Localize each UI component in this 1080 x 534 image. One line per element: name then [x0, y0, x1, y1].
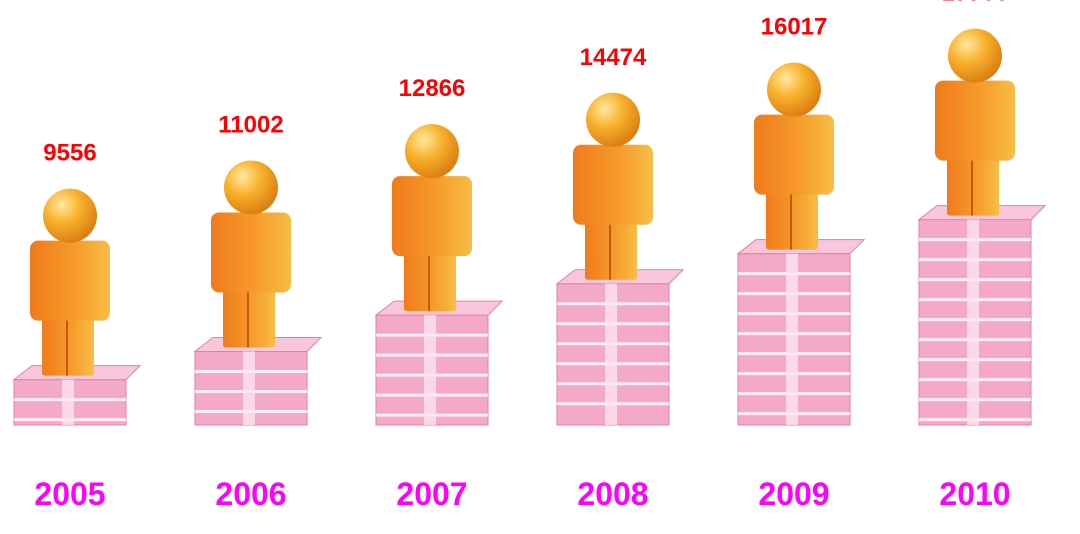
value-label: 16017	[761, 14, 828, 41]
person-body	[392, 176, 472, 257]
person	[935, 28, 1015, 216]
person-head	[405, 124, 459, 179]
person-body	[754, 114, 834, 195]
person	[30, 188, 110, 376]
category-label: 2007	[396, 476, 467, 512]
bill-band	[243, 351, 255, 425]
person	[211, 160, 291, 348]
value-label: 12866	[399, 75, 466, 102]
person-body	[573, 144, 653, 225]
value-label: 9556	[43, 140, 96, 167]
person-head	[586, 92, 640, 147]
person-body	[211, 212, 291, 293]
person	[754, 62, 834, 250]
bill-band	[786, 253, 798, 425]
bill-band	[967, 219, 979, 425]
value-label: 11002	[218, 111, 283, 138]
person-body	[935, 80, 1015, 161]
bill-band	[62, 379, 74, 425]
value-label: 14474	[580, 44, 647, 71]
value-label: 17766	[942, 0, 1009, 7]
category-label: 2010	[939, 476, 1010, 512]
person-head	[224, 160, 278, 215]
person-head	[767, 62, 821, 117]
bill-band	[424, 315, 436, 425]
person	[573, 92, 653, 280]
person-head	[948, 28, 1002, 83]
person-head	[43, 188, 97, 243]
category-label: 2006	[215, 476, 286, 512]
category-label: 2005	[34, 476, 105, 512]
person	[392, 124, 472, 312]
category-label: 2009	[758, 476, 829, 512]
person-body	[30, 240, 110, 321]
category-label: 2008	[577, 476, 648, 512]
bill-band	[605, 283, 617, 425]
